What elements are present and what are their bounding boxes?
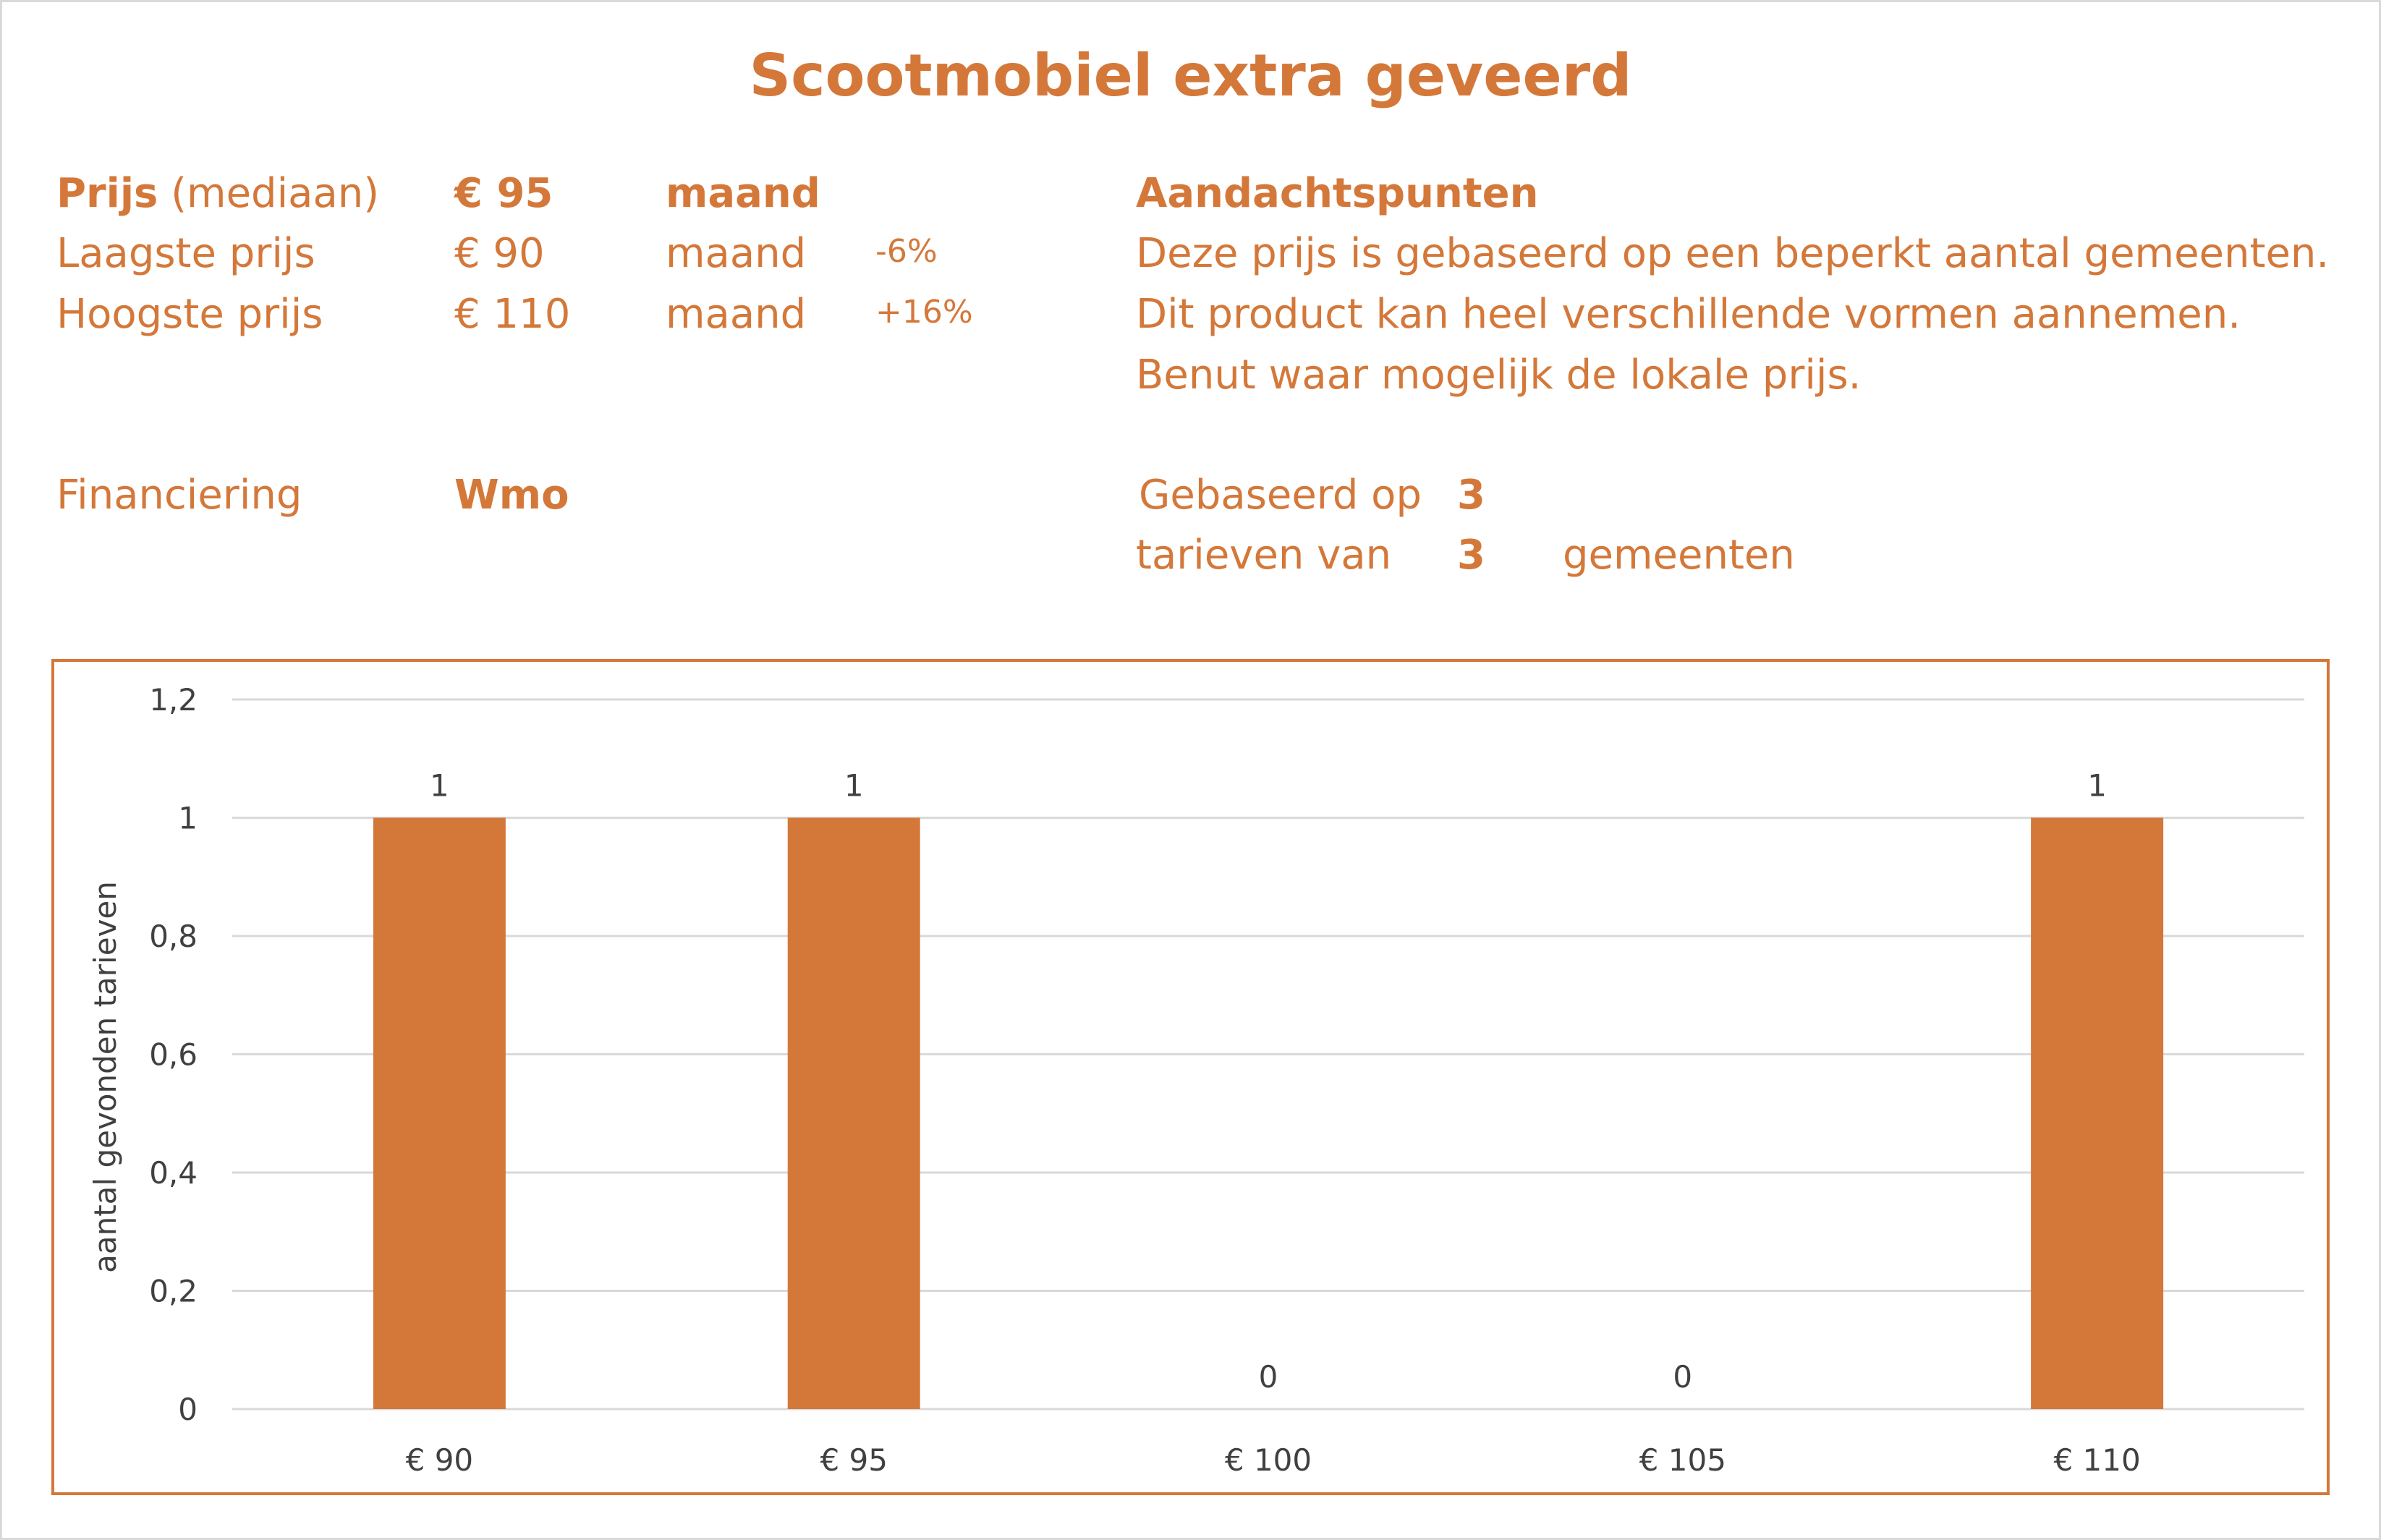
data-label: 1	[2087, 768, 2107, 804]
data-label: 0	[1673, 1359, 1692, 1395]
notes-line: Benut waar mogelijk de lokale prijs.	[1136, 352, 1862, 399]
y-tick-label: 0	[178, 1392, 198, 1427]
x-tick-label: € 100	[1225, 1442, 1312, 1478]
high-price-value: € 110	[454, 291, 571, 338]
low-price-value: € 90	[454, 230, 545, 277]
basis-label-1: Gebaseerd op	[1139, 472, 1422, 519]
y-tick-label: 0,6	[149, 1037, 198, 1073]
y-tick-label: 0,8	[149, 919, 198, 954]
data-label: 1	[844, 768, 864, 804]
high-price-delta: +16%	[875, 294, 973, 331]
basis-label-2: tarieven van	[1136, 532, 1392, 579]
median-price-label-bold: Prijs	[56, 170, 158, 217]
bar-chart: 0 0,2 0,4 0,6 0,8 1 1,2 1 1 0 0 1 € 90 € 95 € 100 € 1…	[88, 682, 2304, 1478]
bar	[2031, 817, 2164, 1409]
x-tick-label: € 90	[406, 1442, 474, 1478]
data-label: 0	[1259, 1359, 1278, 1395]
basis-value-2: 3	[1457, 532, 1485, 579]
notes-heading: Aandachtspunten	[1136, 170, 1539, 217]
page-title: Scootmobiel extra geveerd	[749, 42, 1632, 109]
y-tick-label: 1	[178, 801, 198, 836]
x-tick-label: € 95	[820, 1442, 888, 1478]
chart-container: 0 0,2 0,4 0,6 0,8 1 1,2 1 1 0 0 1 € 90 € 95 € 100 € 1…	[51, 659, 2330, 1495]
data-label: 1	[430, 768, 449, 804]
notes-line: Dit product kan heel verschillende vorme…	[1136, 291, 2241, 338]
data-labels: 1 1 0 0 1	[430, 768, 2107, 1395]
gridlines	[232, 698, 2304, 1411]
x-tick-label: € 105	[1639, 1442, 1726, 1478]
bar	[787, 817, 920, 1409]
bar	[373, 817, 506, 1409]
low-price-label: Laagste prijs	[56, 230, 315, 277]
median-price-unit: maand	[666, 170, 820, 217]
y-axis-label: aantal gevonden tarieven	[88, 881, 123, 1273]
low-price-delta: -6%	[875, 233, 938, 270]
x-tick-labels: € 90 € 95 € 100 € 105 € 110	[406, 1442, 2141, 1478]
financing-value: Wmo	[454, 472, 569, 519]
basis-value-1: 3	[1457, 472, 1485, 519]
notes-line: Deze prijs is gebaseerd op een beperkt a…	[1136, 230, 2330, 277]
high-price-unit: maand	[666, 291, 807, 338]
y-tick-label: 0,2	[149, 1274, 198, 1309]
low-price-unit: maand	[666, 230, 807, 277]
y-tick-label: 1,2	[149, 682, 198, 718]
high-price-label: Hoogste prijs	[56, 291, 323, 338]
median-price-value: € 95	[454, 170, 553, 217]
x-tick-label: € 110	[2053, 1442, 2140, 1478]
median-price-label-rest: (mediaan)	[158, 170, 380, 217]
financing-label: Financiering	[56, 472, 302, 519]
median-price-label: Prijs (mediaan)	[56, 170, 379, 217]
bars	[373, 817, 2164, 1409]
y-tick-labels: 0 0,2 0,4 0,6 0,8 1 1,2	[149, 682, 198, 1427]
y-tick-label: 0,4	[149, 1155, 198, 1191]
basis-suffix: gemeenten	[1563, 532, 1795, 579]
